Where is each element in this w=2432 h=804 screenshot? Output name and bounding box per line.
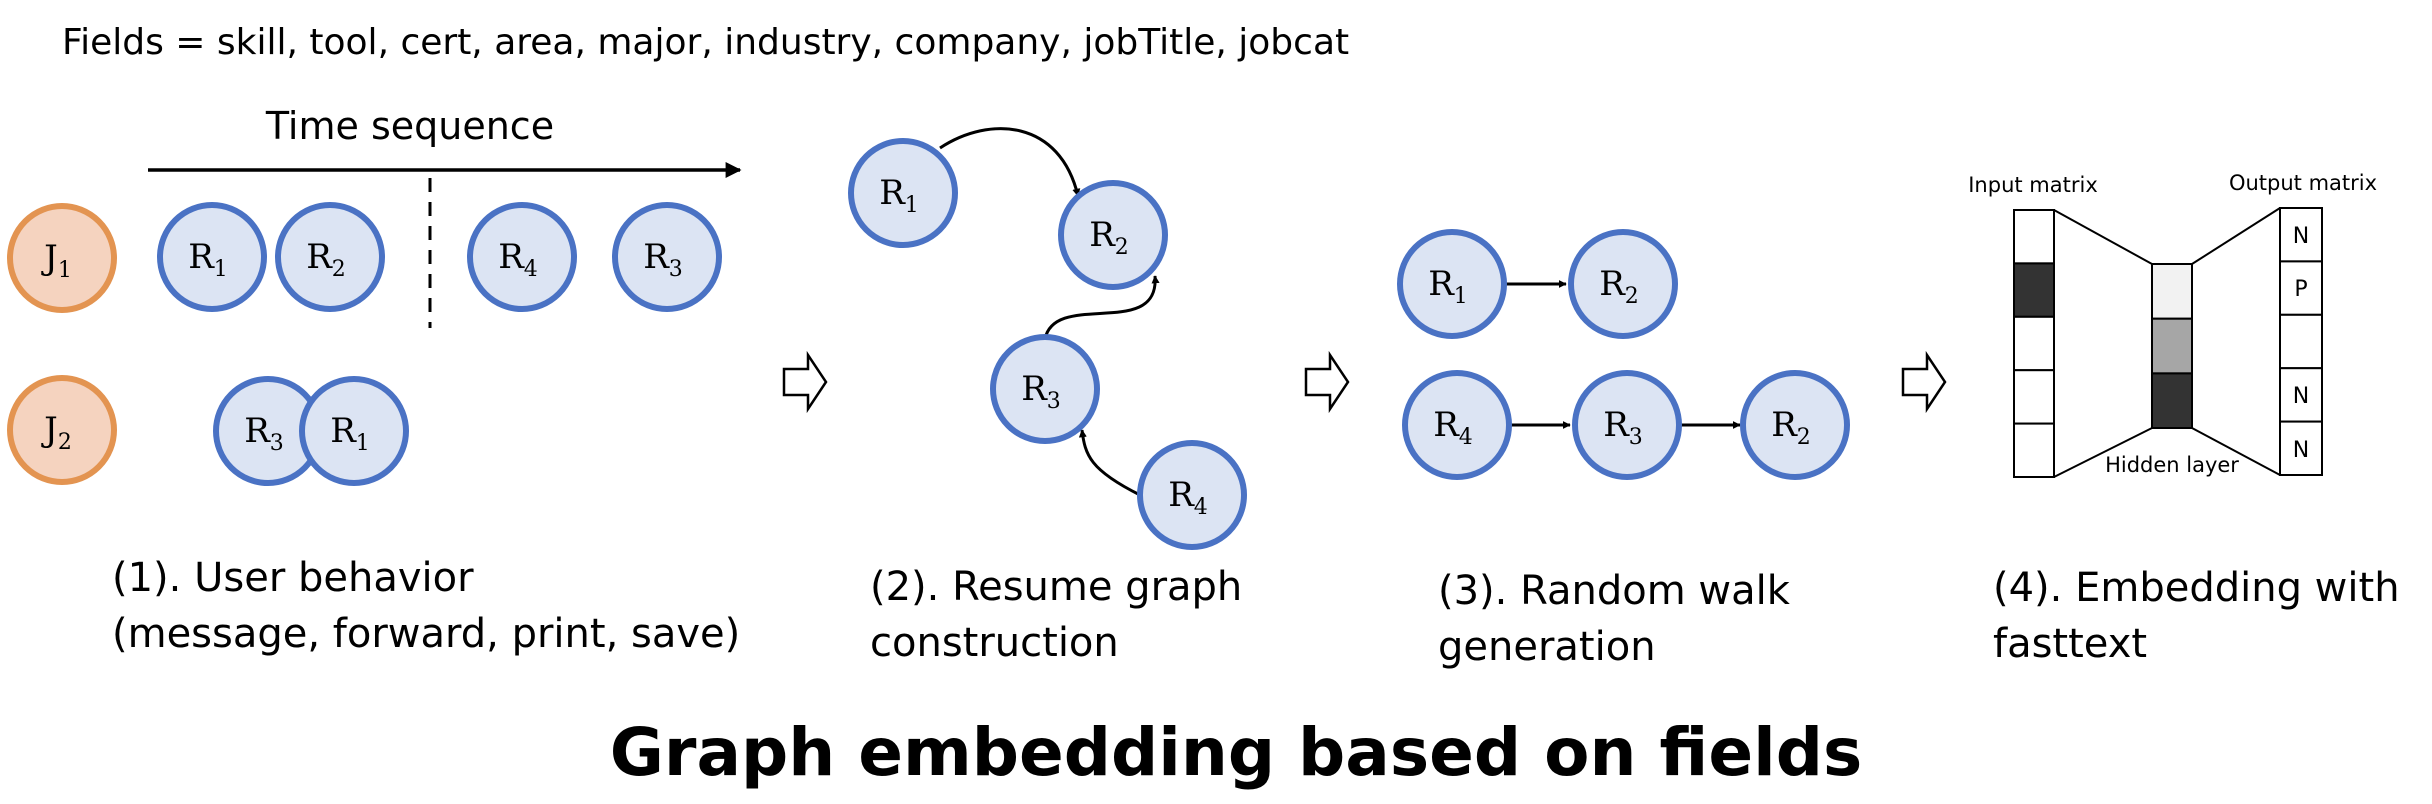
fields-text: Fields = skill, tool, cert, area, major,… — [62, 22, 1349, 63]
node-circle — [1397, 229, 1507, 339]
hidden-output-connector-bottom — [2191, 427, 2281, 476]
hidden-layer-cell-mid — [2151, 317, 2193, 375]
node-circle — [7, 203, 117, 313]
embedding-caption-line1: (4). Embedding with — [1993, 565, 2400, 611]
input-matrix — [2013, 209, 2055, 479]
resume-node-r2: R2 — [1058, 180, 1168, 290]
hollow-right-arrow-icon — [782, 350, 828, 414]
resume-node-r3: R3 — [1572, 370, 1682, 480]
resume-node-r4: R4 — [467, 202, 577, 312]
output-matrix-label: Output matrix — [2229, 171, 2377, 195]
section-resume-graph: R1 R2 R3 R4 (2). Resume graph construction — [848, 127, 1247, 666]
resume-graph-caption-line2: construction — [870, 620, 1119, 666]
node-circle — [1137, 440, 1247, 550]
node-label: R3 — [1603, 405, 1643, 450]
node-circle — [1402, 370, 1512, 480]
node-circle — [1058, 180, 1168, 290]
output-cell-label: P — [2294, 277, 2307, 302]
resume-graph-caption-line1: (2). Resume graph — [870, 564, 1242, 610]
node-circle — [848, 138, 958, 248]
resume-node-r1: R1 — [299, 376, 409, 486]
section-embedding: Input matrix Output matrix Hidden layer — [1968, 171, 2399, 667]
output-cell-label: N — [2293, 224, 2309, 249]
node-label: R3 — [643, 237, 683, 282]
embedding-caption-line2: fasttext — [1993, 621, 2147, 667]
random-walk-caption-line2: generation — [1438, 624, 1656, 670]
input-matrix-cell-highlight — [2013, 262, 2055, 318]
node-label: R1 — [879, 173, 919, 218]
node-label: J2 — [41, 410, 72, 455]
input-matrix-cell — [2013, 369, 2055, 425]
section-random-walk: R1 R2 R4 R3 R2 (3). Random walk generation — [1397, 229, 1850, 670]
node-circle — [157, 202, 267, 312]
output-matrix-cell — [2279, 313, 2323, 370]
input-matrix-cell — [2013, 209, 2055, 265]
hidden-layer-label: Hidden layer — [2105, 453, 2239, 477]
node-label: R1 — [330, 411, 370, 456]
resume-node-r2: R2 — [275, 202, 385, 312]
node-label: R2 — [306, 237, 346, 282]
output-matrix-cell — [2279, 260, 2323, 316]
node-label: R2 — [1771, 405, 1811, 450]
input-matrix-label: Input matrix — [1968, 173, 2098, 197]
hidden-layer-cell-dark — [2151, 372, 2193, 429]
hidden-layer — [2151, 263, 2193, 429]
output-cell-label: N — [2293, 438, 2309, 463]
node-label: R3 — [1021, 369, 1061, 414]
resume-node-r1: R1 — [157, 202, 267, 312]
node-circle — [1572, 370, 1682, 480]
resume-node-r1: R1 — [848, 138, 958, 248]
job-node-j2: J2 — [7, 375, 117, 485]
user-behavior-caption-line1: (1). User behavior — [112, 555, 474, 601]
hollow-right-arrow-icon — [1304, 350, 1350, 414]
node-circle — [612, 202, 722, 312]
output-matrix-cell — [2279, 420, 2323, 477]
node-label: R4 — [1433, 405, 1473, 450]
input-hidden-connector-bottom — [2053, 427, 2153, 478]
graph-edge-r3-r2 — [1043, 275, 1160, 340]
node-circle — [1740, 370, 1850, 480]
input-matrix-cell — [2013, 315, 2055, 372]
resume-node-r1: R1 — [1397, 229, 1507, 339]
node-circle — [275, 202, 385, 312]
user-behavior-caption-line2: (message, forward, print, save) — [112, 611, 740, 657]
random-walk-caption-line1: (3). Random walk — [1438, 568, 1791, 614]
time-sequence-label: Time sequence — [265, 104, 554, 148]
hollow-right-arrow-icon — [1901, 350, 1947, 414]
input-matrix-cell — [2013, 422, 2055, 479]
resume-node-r4: R4 — [1137, 440, 1247, 550]
section-user-behavior: Time sequence J1 J2 R1 R2 R4 R3 R3 R1 (1). User… — [7, 104, 742, 657]
node-label: R1 — [1428, 264, 1468, 309]
job-node-j1: J1 — [7, 203, 117, 313]
node-label: R4 — [498, 237, 538, 282]
resume-node-r3: R3 — [990, 334, 1100, 444]
output-matrix: N P N N — [2279, 207, 2323, 477]
node-circle — [299, 376, 409, 486]
hidden-layer-cell-light — [2151, 263, 2193, 320]
graph-edge-r4-r3 — [1078, 429, 1141, 497]
node-circle — [7, 375, 117, 485]
node-circle — [1568, 229, 1678, 339]
resume-node-r2: R2 — [1568, 229, 1678, 339]
graph-edge-r1-r2 — [939, 127, 1081, 197]
node-label: R3 — [244, 411, 284, 456]
page-title: Graph embedding based on fields — [610, 714, 1863, 791]
step-arrows — [782, 350, 1947, 414]
node-label: R4 — [1168, 475, 1208, 520]
node-label: R2 — [1599, 264, 1639, 309]
resume-node-r3: R3 — [612, 202, 722, 312]
hidden-output-connector-top — [2191, 207, 2281, 265]
node-circle — [467, 202, 577, 312]
resume-node-r4: R4 — [1402, 370, 1512, 480]
resume-node-r2: R2 — [1740, 370, 1850, 480]
node-label: R2 — [1089, 215, 1129, 260]
node-circle — [990, 334, 1100, 444]
node-label: J1 — [41, 238, 72, 283]
input-hidden-connector-top — [2053, 209, 2153, 265]
node-label: R1 — [188, 237, 228, 282]
output-cell-label: N — [2293, 384, 2309, 409]
